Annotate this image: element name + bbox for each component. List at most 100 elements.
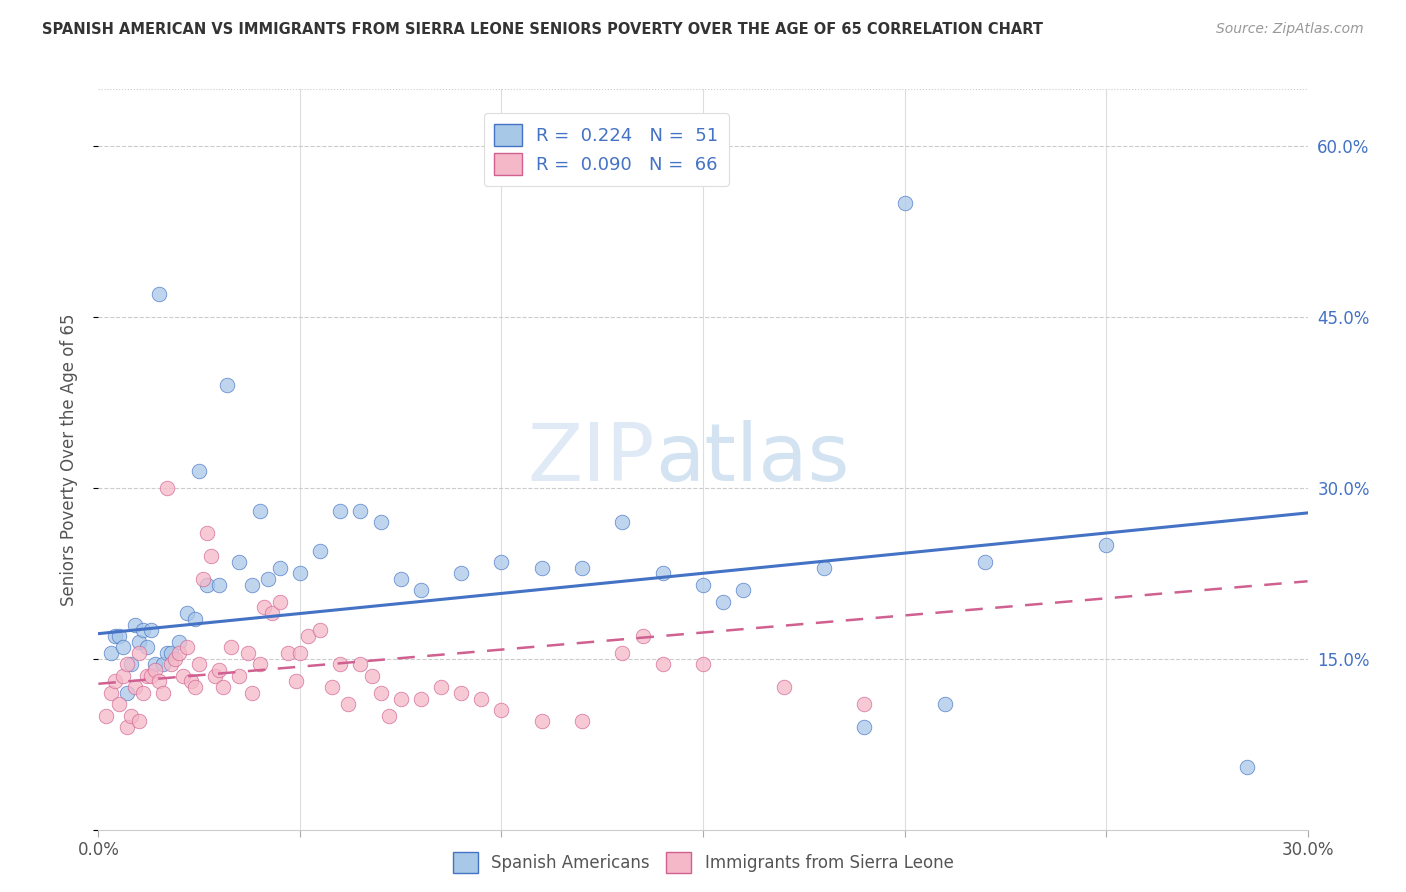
Point <box>409 583 432 598</box>
Point <box>349 503 371 517</box>
Point <box>160 646 183 660</box>
Point <box>107 629 129 643</box>
Point <box>813 560 835 574</box>
Point <box>115 657 138 672</box>
Point <box>212 680 235 694</box>
Point <box>167 646 190 660</box>
Point <box>115 686 138 700</box>
Point <box>288 566 311 581</box>
Point <box>208 663 231 677</box>
Point <box>1095 538 1118 552</box>
Point <box>152 657 174 672</box>
Point <box>100 686 122 700</box>
Point <box>260 606 283 620</box>
Point <box>377 708 399 723</box>
Point <box>530 714 553 729</box>
Point <box>120 708 142 723</box>
Point <box>204 669 226 683</box>
Point <box>111 669 134 683</box>
Point <box>370 515 392 529</box>
Point <box>631 629 654 643</box>
Point <box>111 640 134 655</box>
Point <box>651 566 673 581</box>
Point <box>370 686 392 700</box>
Point <box>128 634 150 648</box>
Point <box>217 378 239 392</box>
Point <box>269 560 291 574</box>
Point <box>974 555 997 569</box>
Point <box>470 691 492 706</box>
Point <box>120 657 142 672</box>
Point <box>571 560 593 574</box>
Point <box>172 669 194 683</box>
Text: atlas: atlas <box>655 420 849 499</box>
Point <box>329 657 352 672</box>
Point <box>491 555 513 569</box>
Point <box>450 566 472 581</box>
Point <box>103 629 125 643</box>
Point <box>188 657 211 672</box>
Point <box>772 680 794 694</box>
Point <box>176 640 198 655</box>
Point <box>148 287 170 301</box>
Point <box>349 657 371 672</box>
Point <box>240 686 263 700</box>
Point <box>195 577 218 591</box>
Point <box>692 577 714 591</box>
Point <box>853 720 876 734</box>
Point <box>180 674 202 689</box>
Point <box>389 691 412 706</box>
Point <box>571 714 593 729</box>
Point <box>156 481 179 495</box>
Point <box>200 549 222 564</box>
Point <box>188 464 211 478</box>
Point <box>321 680 343 694</box>
Point <box>176 606 198 620</box>
Point <box>103 674 125 689</box>
Point <box>96 708 118 723</box>
Point <box>309 624 332 638</box>
Point <box>139 669 162 683</box>
Y-axis label: Seniors Poverty Over the Age of 65: Seniors Poverty Over the Age of 65 <box>59 313 77 606</box>
Point <box>152 686 174 700</box>
Point <box>389 572 412 586</box>
Legend: R =  0.224   N =  51, R =  0.090   N =  66: R = 0.224 N = 51, R = 0.090 N = 66 <box>484 113 728 186</box>
Point <box>132 686 155 700</box>
Point <box>195 526 218 541</box>
Point <box>124 680 146 694</box>
Point <box>139 624 162 638</box>
Point <box>193 572 215 586</box>
Point <box>253 600 276 615</box>
Point <box>692 657 714 672</box>
Point <box>107 698 129 712</box>
Point <box>163 651 186 665</box>
Point <box>893 196 915 211</box>
Point <box>309 543 332 558</box>
Point <box>297 629 319 643</box>
Point <box>934 698 956 712</box>
Point <box>329 503 352 517</box>
Point <box>361 669 384 683</box>
Point <box>100 646 122 660</box>
Point <box>711 595 734 609</box>
Point <box>208 577 231 591</box>
Point <box>450 686 472 700</box>
Point <box>409 691 432 706</box>
Point <box>184 612 207 626</box>
Point <box>132 624 155 638</box>
Point <box>156 646 179 660</box>
Point <box>148 674 170 689</box>
Point <box>491 703 513 717</box>
Point <box>143 657 166 672</box>
Point <box>184 680 207 694</box>
Point <box>160 657 183 672</box>
Point <box>430 680 453 694</box>
Point <box>135 640 157 655</box>
Legend: Spanish Americans, Immigrants from Sierra Leone: Spanish Americans, Immigrants from Sierr… <box>446 846 960 880</box>
Point <box>269 595 291 609</box>
Point <box>143 663 166 677</box>
Point <box>853 698 876 712</box>
Point <box>221 640 243 655</box>
Point <box>124 617 146 632</box>
Point <box>337 698 360 712</box>
